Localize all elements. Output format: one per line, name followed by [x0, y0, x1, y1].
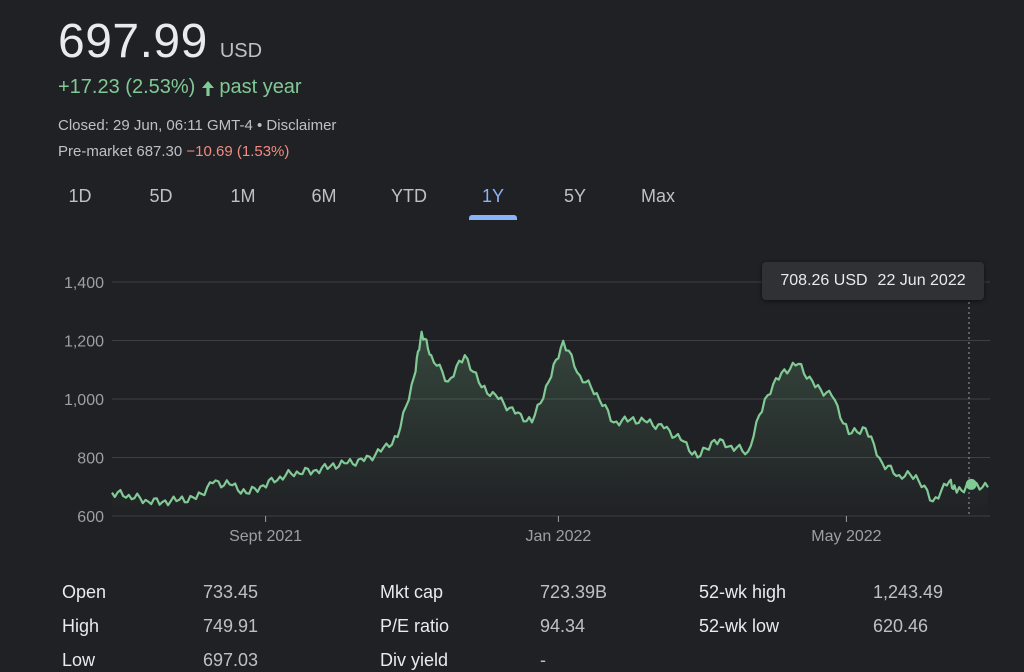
- stat-52wk-high-label: 52-wk high: [699, 582, 787, 602]
- currency-label: USD: [219, 40, 263, 62]
- y-tick-label: 1,400: [64, 275, 104, 292]
- price-chart[interactable]: 1,400 1,200 1,000 800 600 Sept 2021 Jan 2022 M…: [0, 240, 1024, 560]
- stat-52wk-high-value: 1,243.49: [873, 582, 944, 602]
- tooltip-price: 708.26 USD: [780, 272, 868, 289]
- tab-5d[interactable]: 5D: [149, 186, 173, 206]
- price-line: [111, 330, 989, 507]
- stat-divyield-label: Div yield: [380, 650, 449, 670]
- stat-52wk-low-label: 52-wk low: [699, 616, 780, 636]
- stat-mktcap-value: 723.39B: [540, 582, 608, 602]
- price-change: +17.23 (2.53%): [58, 76, 196, 98]
- stat-low-value: 697.03: [203, 650, 259, 670]
- y-tick-label: 1,000: [64, 392, 104, 409]
- premarket-price: Pre-market 687.30: [58, 143, 183, 160]
- market-status: Closed: 29 Jun, 06:11 GMT-4 • Disclaimer: [58, 117, 337, 134]
- stat-divyield-value: -: [540, 650, 546, 670]
- highlight-point: [965, 478, 977, 490]
- stat-pe-value: 94.34: [540, 616, 586, 636]
- price-change-row: +17.23 (2.53%) past year: [58, 76, 302, 99]
- stat-high-label: High: [62, 616, 100, 636]
- premarket-row: Pre-market 687.30 −10.69 (1.53%): [58, 143, 289, 160]
- stat-low-label: Low: [62, 650, 96, 670]
- tab-5y[interactable]: 5Y: [563, 186, 587, 206]
- tab-1m[interactable]: 1M: [230, 186, 256, 206]
- y-tick-label: 600: [77, 509, 104, 526]
- chart-tooltip: 708.26 USD 22 Jun 2022: [762, 262, 984, 300]
- change-period: past year: [219, 76, 302, 98]
- stat-52wk-low-value: 620.46: [873, 616, 929, 636]
- stat-pe-label: P/E ratio: [380, 616, 450, 636]
- stat-open-value: 733.45: [203, 582, 259, 602]
- stat-mktcap-label: Mkt cap: [380, 582, 444, 602]
- arrow-up-icon: [200, 79, 216, 97]
- premarket-change: −10.69 (1.53%): [186, 143, 290, 160]
- range-tabs: 1D 5D 1M 6M YTD 1Y 5Y Max: [0, 186, 1024, 226]
- price-header: 697.99 USD: [58, 14, 262, 69]
- tab-6m[interactable]: 6M: [311, 186, 337, 206]
- x-tick-label: Jan 2022: [525, 528, 591, 545]
- stat-high-value: 749.91: [203, 616, 259, 636]
- price-area: [112, 331, 988, 516]
- current-price: 697.99: [58, 15, 208, 68]
- y-tick-label: 1,200: [64, 334, 104, 351]
- tab-max[interactable]: Max: [640, 186, 675, 206]
- tab-ytd[interactable]: YTD: [391, 186, 427, 206]
- x-tick-label: May 2022: [811, 528, 881, 545]
- tooltip-date: 22 Jun 2022: [877, 272, 966, 289]
- tab-1y[interactable]: 1Y: [481, 186, 505, 206]
- y-tick-label: 800: [77, 451, 104, 468]
- stat-open-label: Open: [62, 582, 107, 602]
- x-tick-label: Sept 2021: [229, 528, 302, 545]
- active-tab-indicator: [469, 215, 517, 220]
- tab-1d[interactable]: 1D: [68, 186, 92, 206]
